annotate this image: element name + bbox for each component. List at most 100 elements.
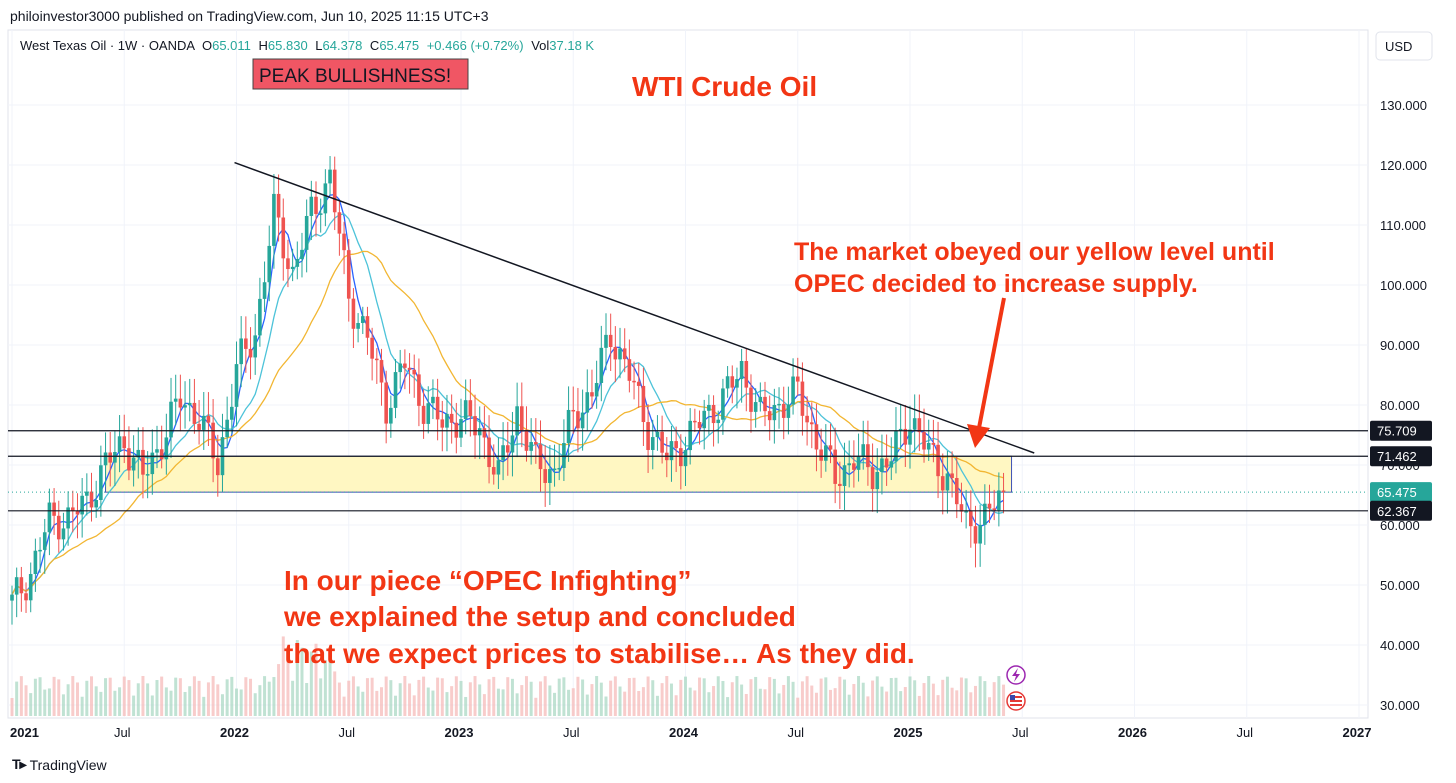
- candle-body: [940, 476, 945, 491]
- candle-body: [777, 403, 781, 406]
- volume-bar: [810, 685, 814, 716]
- price-tag-label: 75.709: [1377, 424, 1417, 439]
- candle-body: [445, 413, 449, 428]
- candle-body: [314, 196, 318, 214]
- currency-button[interactable]: USD: [1375, 31, 1433, 61]
- candle-body: [164, 437, 169, 460]
- candle-body: [169, 401, 173, 438]
- volume-bar: [468, 682, 472, 716]
- candle-body: [964, 511, 968, 513]
- candle-body: [646, 422, 650, 450]
- price-tick-label: 40.000: [1380, 638, 1420, 653]
- volume-bar: [978, 676, 982, 716]
- volume-bar: [796, 697, 800, 716]
- candle-body: [477, 428, 482, 436]
- candle-body: [735, 379, 739, 388]
- volume-bar: [726, 697, 730, 716]
- candle-body: [505, 445, 510, 453]
- candle-body: [674, 441, 678, 449]
- candle-body: [89, 491, 94, 508]
- volume-bar: [772, 678, 776, 716]
- price-tick-label: 60.000: [1380, 518, 1420, 533]
- price-tick-label: 130.000: [1380, 98, 1427, 113]
- volume-bar: [590, 684, 594, 716]
- volume-bar: [945, 676, 949, 716]
- price-tag: [1370, 446, 1432, 467]
- candle-body: [183, 405, 187, 408]
- us-flag-icon[interactable]: [1006, 691, 1026, 711]
- volume-bar: [861, 682, 865, 716]
- volume-bar: [992, 682, 996, 716]
- candle-body: [627, 359, 632, 381]
- volume-bar: [936, 695, 940, 716]
- candle-body: [908, 429, 912, 445]
- volume-bar: [75, 682, 79, 716]
- volume-bar: [913, 680, 917, 716]
- candle-body: [113, 452, 117, 463]
- candle-body: [262, 282, 267, 299]
- price-axis: 30.00040.00050.00060.00070.00080.00090.0…: [1380, 98, 1427, 713]
- candle-body: [28, 574, 33, 601]
- candle-body: [566, 409, 571, 444]
- candle-body: [571, 409, 576, 412]
- candle-body: [520, 406, 524, 431]
- candle-body: [707, 404, 711, 411]
- volume-bar: [431, 690, 435, 716]
- volume-bar: [964, 678, 968, 716]
- volume-bar: [562, 677, 566, 716]
- annotation-opec-supply: OPEC decided to increase supply.: [794, 270, 1198, 298]
- candle-body: [552, 468, 557, 471]
- candle-body: [117, 436, 122, 453]
- time-axis: 2021 Jul 2022 Jul 2023 Jul 2024 Jul 2025 Jul 2026 J…: [10, 725, 1371, 740]
- candle-body: [945, 473, 950, 491]
- candle-body: [936, 444, 940, 477]
- volume-bar: [365, 678, 369, 716]
- volume-bar: [604, 696, 608, 716]
- candle-body: [641, 385, 646, 423]
- price-tick-label: 110.000: [1380, 218, 1426, 233]
- volume-bar: [721, 680, 725, 716]
- candle-body: [463, 400, 468, 420]
- candle-body: [80, 495, 84, 515]
- volume-bar: [370, 677, 374, 716]
- candle-body: [323, 183, 328, 214]
- candle-body: [833, 449, 837, 484]
- volume-bar: [885, 691, 889, 716]
- volume-bar: [833, 688, 837, 716]
- candle-body: [24, 593, 28, 601]
- volume-bar: [29, 693, 33, 716]
- volume-bar: [333, 671, 337, 716]
- candle-body: [412, 369, 417, 375]
- volume-bar: [328, 648, 332, 716]
- candle-body: [880, 458, 884, 472]
- volume-bar: [539, 681, 543, 716]
- ohlc-legend: West Texas Oil · 1W · OANDA O65.011 H65.…: [20, 38, 594, 53]
- lightning-icon[interactable]: [1006, 665, 1026, 685]
- candle-body: [384, 382, 388, 424]
- volume-bar: [118, 687, 122, 716]
- volume-bar: [235, 688, 238, 716]
- candle-body: [141, 449, 145, 475]
- volume-bar: [281, 636, 285, 716]
- candle-body: [417, 374, 421, 406]
- volume-bar: [436, 677, 440, 716]
- time-tick-label: 2021: [10, 725, 39, 740]
- volume-bar: [15, 681, 19, 716]
- candle-body: [248, 348, 253, 358]
- candle-body: [375, 358, 379, 361]
- candle-body: [650, 437, 655, 450]
- volume-bar: [623, 691, 627, 716]
- candle-body: [950, 473, 954, 479]
- volume-bar: [880, 686, 884, 716]
- candle-body: [987, 503, 992, 509]
- volume-bar: [730, 682, 734, 716]
- volume-bar: [216, 684, 220, 716]
- candle-body: [725, 376, 730, 389]
- volume-bar: [665, 676, 669, 716]
- candle-body: [683, 450, 688, 467]
- tradingview-logo[interactable]: T▸ TradingView: [12, 756, 107, 773]
- volume-bar: [838, 676, 842, 716]
- volume-bar: [43, 689, 47, 716]
- volume-bar: [735, 676, 739, 716]
